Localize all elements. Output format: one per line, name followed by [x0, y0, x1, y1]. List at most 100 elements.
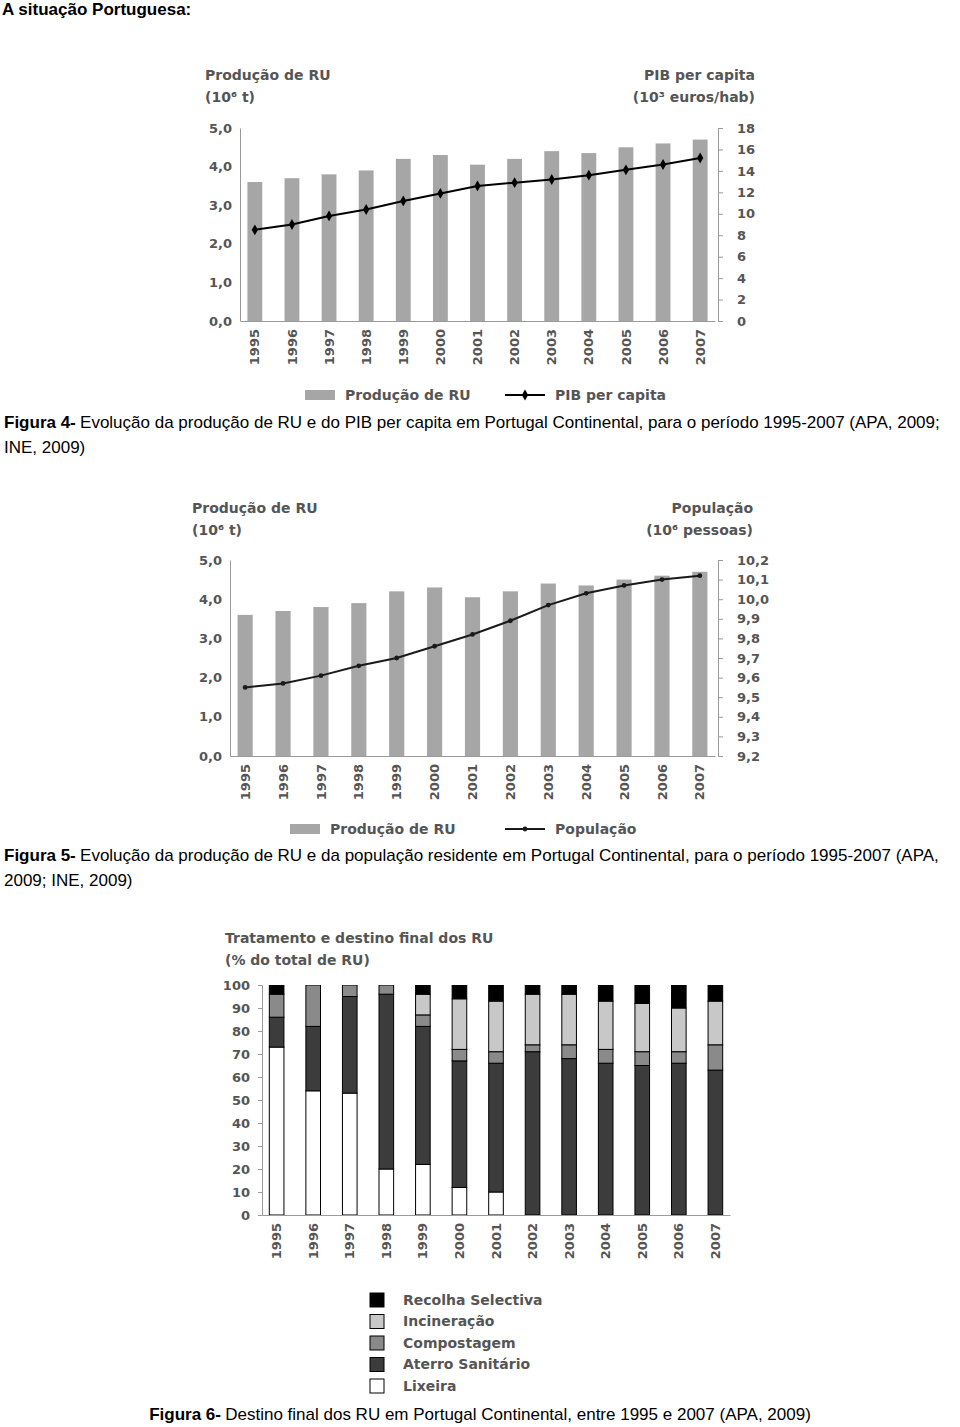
tick-label: 2,0 [199, 670, 222, 685]
bar [579, 585, 594, 756]
tick-label: 9,7 [737, 651, 760, 666]
tick-label: 2001 [465, 764, 480, 800]
bar [351, 603, 366, 756]
bar [322, 174, 337, 321]
bar-segment [672, 1063, 687, 1215]
bar [238, 615, 253, 756]
tick: 2003 [562, 1215, 577, 1259]
tick-label: 1997 [313, 764, 328, 800]
tick: 4,0 [199, 592, 230, 607]
tick-mark [718, 560, 723, 561]
tick-label: 16 [737, 142, 755, 157]
tick-label: 2002 [525, 1223, 540, 1259]
yticks-axis: 0,01,02,03,04,05,0 [209, 121, 241, 329]
bar-segment [416, 985, 431, 994]
bar-series [238, 572, 708, 756]
tick-label: 2002 [507, 329, 522, 365]
tick: 1997 [313, 756, 328, 800]
bar [544, 151, 559, 321]
legend: Produção de RUPopulação [290, 821, 637, 837]
tick-label: 14 [737, 164, 755, 179]
legend-swatch [305, 390, 335, 400]
bar-segment [562, 1045, 577, 1059]
tick-label: 90 [232, 1001, 250, 1016]
tick: 1998 [359, 321, 374, 365]
tick-label: 10,0 [737, 592, 769, 607]
tick-label: 2000 [452, 1223, 467, 1259]
tick-label: 2003 [544, 329, 559, 365]
plot-area [238, 572, 708, 756]
bar-segment [306, 985, 321, 986]
yticks-axis: 0,01,02,03,04,05,0 [199, 553, 231, 764]
legend-item: PIB per capita [505, 387, 666, 403]
tick-mark [718, 619, 723, 620]
marker [470, 632, 475, 637]
marker [363, 204, 369, 215]
tick: 14 [718, 164, 755, 179]
tick-label: 1999 [396, 329, 411, 365]
tick: 2006 [656, 321, 671, 365]
tick-label: 12 [737, 185, 755, 200]
tick-mark [718, 128, 723, 129]
tick-label: 4 [737, 271, 746, 286]
tick: 2005 [635, 1215, 650, 1259]
axis-titles: Produção de RU(10⁶ t)PIB per capita(10³ … [205, 67, 755, 105]
tick-mark [718, 214, 723, 215]
tick-label: 60 [232, 1070, 250, 1085]
tick-label: 1996 [276, 764, 291, 800]
legend-label: População [555, 821, 637, 837]
tick-label: 9,8 [737, 631, 760, 646]
caption-label: Figura 4- [4, 413, 76, 432]
tick: 2001 [489, 1215, 504, 1259]
caption-text: Destino final dos RU em Portugal Contine… [225, 1405, 811, 1424]
bar [503, 591, 518, 756]
tick-mark [258, 1146, 262, 1147]
tick-label: 8 [737, 228, 746, 243]
legend-label: PIB per capita [555, 387, 666, 403]
bar-segment [635, 1066, 650, 1216]
tick-label: 2006 [671, 1223, 686, 1259]
tick-label: 0,0 [209, 314, 232, 329]
bar-segment [489, 985, 504, 1001]
tick-mark [718, 717, 723, 718]
legend: Produção de RUPIB per capita [305, 387, 666, 403]
tick: 80 [232, 1024, 262, 1039]
bar [389, 591, 404, 756]
marker [326, 210, 332, 221]
bar [693, 140, 708, 321]
tick: 1995 [247, 321, 262, 365]
caption-label: Figura 6- [149, 1405, 221, 1424]
tick-label: 2001 [470, 329, 485, 365]
tick-label: 5,0 [209, 121, 232, 136]
bar-segment [525, 994, 540, 1045]
tick-label: 9,5 [737, 690, 760, 705]
legend-swatch [370, 1336, 384, 1350]
bar [433, 155, 448, 321]
tick-label: 40 [232, 1116, 250, 1131]
tick-label: 9,3 [737, 729, 760, 744]
caption: Figura 5-Evolução da produção de RU e da… [4, 843, 954, 893]
marker [400, 195, 406, 206]
bar-segment [635, 985, 650, 1003]
tick-label: 2,0 [209, 236, 232, 251]
bar-segment [525, 1045, 540, 1052]
tick: 1,0 [199, 709, 230, 724]
bar-segment [708, 1070, 723, 1215]
tick-label: 1998 [379, 1223, 394, 1259]
tick: 2002 [525, 1215, 540, 1259]
legend-label: Compostagem [403, 1335, 516, 1351]
tick: 1999 [415, 1215, 430, 1259]
bar [313, 607, 328, 756]
axis-line [258, 986, 263, 1216]
bar-segment [562, 1059, 577, 1215]
bar-segment [635, 1052, 650, 1066]
bar [465, 597, 480, 756]
tick-mark [718, 580, 723, 581]
tick-label: 9,9 [737, 611, 760, 626]
tick-mark [718, 658, 723, 659]
legend-label: Aterro Sanitário [403, 1356, 530, 1372]
tick-label: 1995 [269, 1223, 284, 1259]
tick: 3,0 [209, 198, 240, 213]
tick-mark [258, 985, 262, 986]
legend-swatch [370, 1293, 384, 1307]
